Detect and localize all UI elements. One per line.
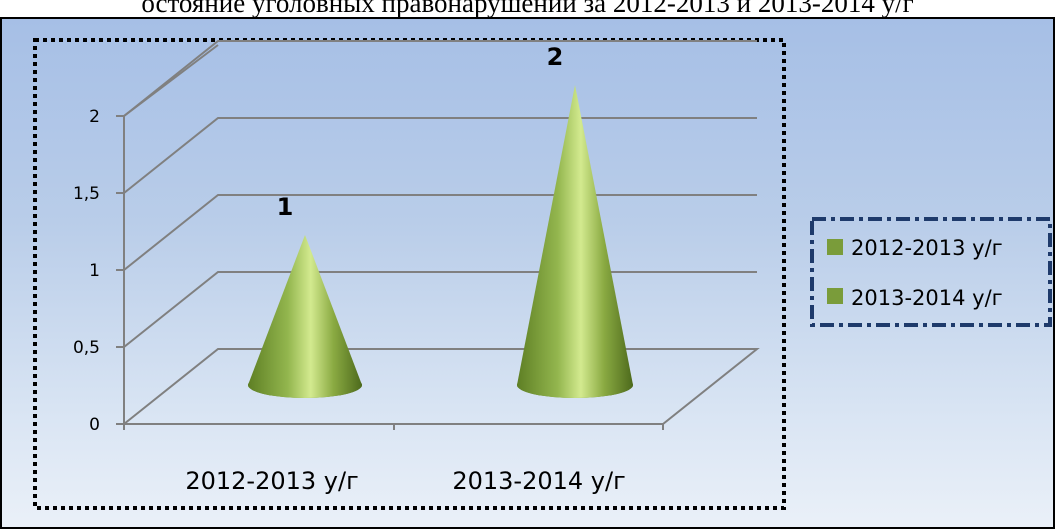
x-tick-label-0: 2012-2013 у/г bbox=[185, 467, 358, 495]
plot-area-border bbox=[33, 38, 786, 510]
gridlines bbox=[123, 40, 757, 348]
gridline-4 bbox=[123, 40, 757, 117]
data-label-1: 2 bbox=[547, 43, 564, 71]
legend-label-0: 2012-2013 у/г bbox=[851, 236, 1003, 260]
legend-swatch-0 bbox=[827, 239, 843, 255]
chart-title: остояние уголовных правонарушений за 201… bbox=[141, 0, 914, 18]
legend-border bbox=[810, 217, 1052, 327]
cone-bar-0 bbox=[248, 235, 362, 398]
gridline-1 bbox=[123, 271, 757, 348]
gridline-3 bbox=[123, 117, 757, 194]
legend-label-1: 2013-2014 у/г bbox=[851, 286, 1003, 310]
x-tick-label-1: 2013-2014 у/г bbox=[452, 467, 625, 495]
gridline-2 bbox=[123, 194, 757, 271]
y-tick-label-4: 2 bbox=[89, 107, 100, 127]
y-tick-label-0: 0 bbox=[89, 415, 100, 435]
y-tick-label-3: 1,5 bbox=[73, 184, 100, 204]
y-tick-label-1: 0,5 bbox=[73, 338, 100, 358]
axes bbox=[123, 44, 760, 430]
y-tick-label-2: 1 bbox=[89, 261, 100, 281]
legend-swatch-1 bbox=[827, 288, 843, 304]
data-label-0: 1 bbox=[277, 193, 294, 221]
cone-bar-1 bbox=[517, 85, 633, 398]
legend: 2012-2013 у/г 2013-2014 у/г bbox=[810, 217, 1052, 327]
